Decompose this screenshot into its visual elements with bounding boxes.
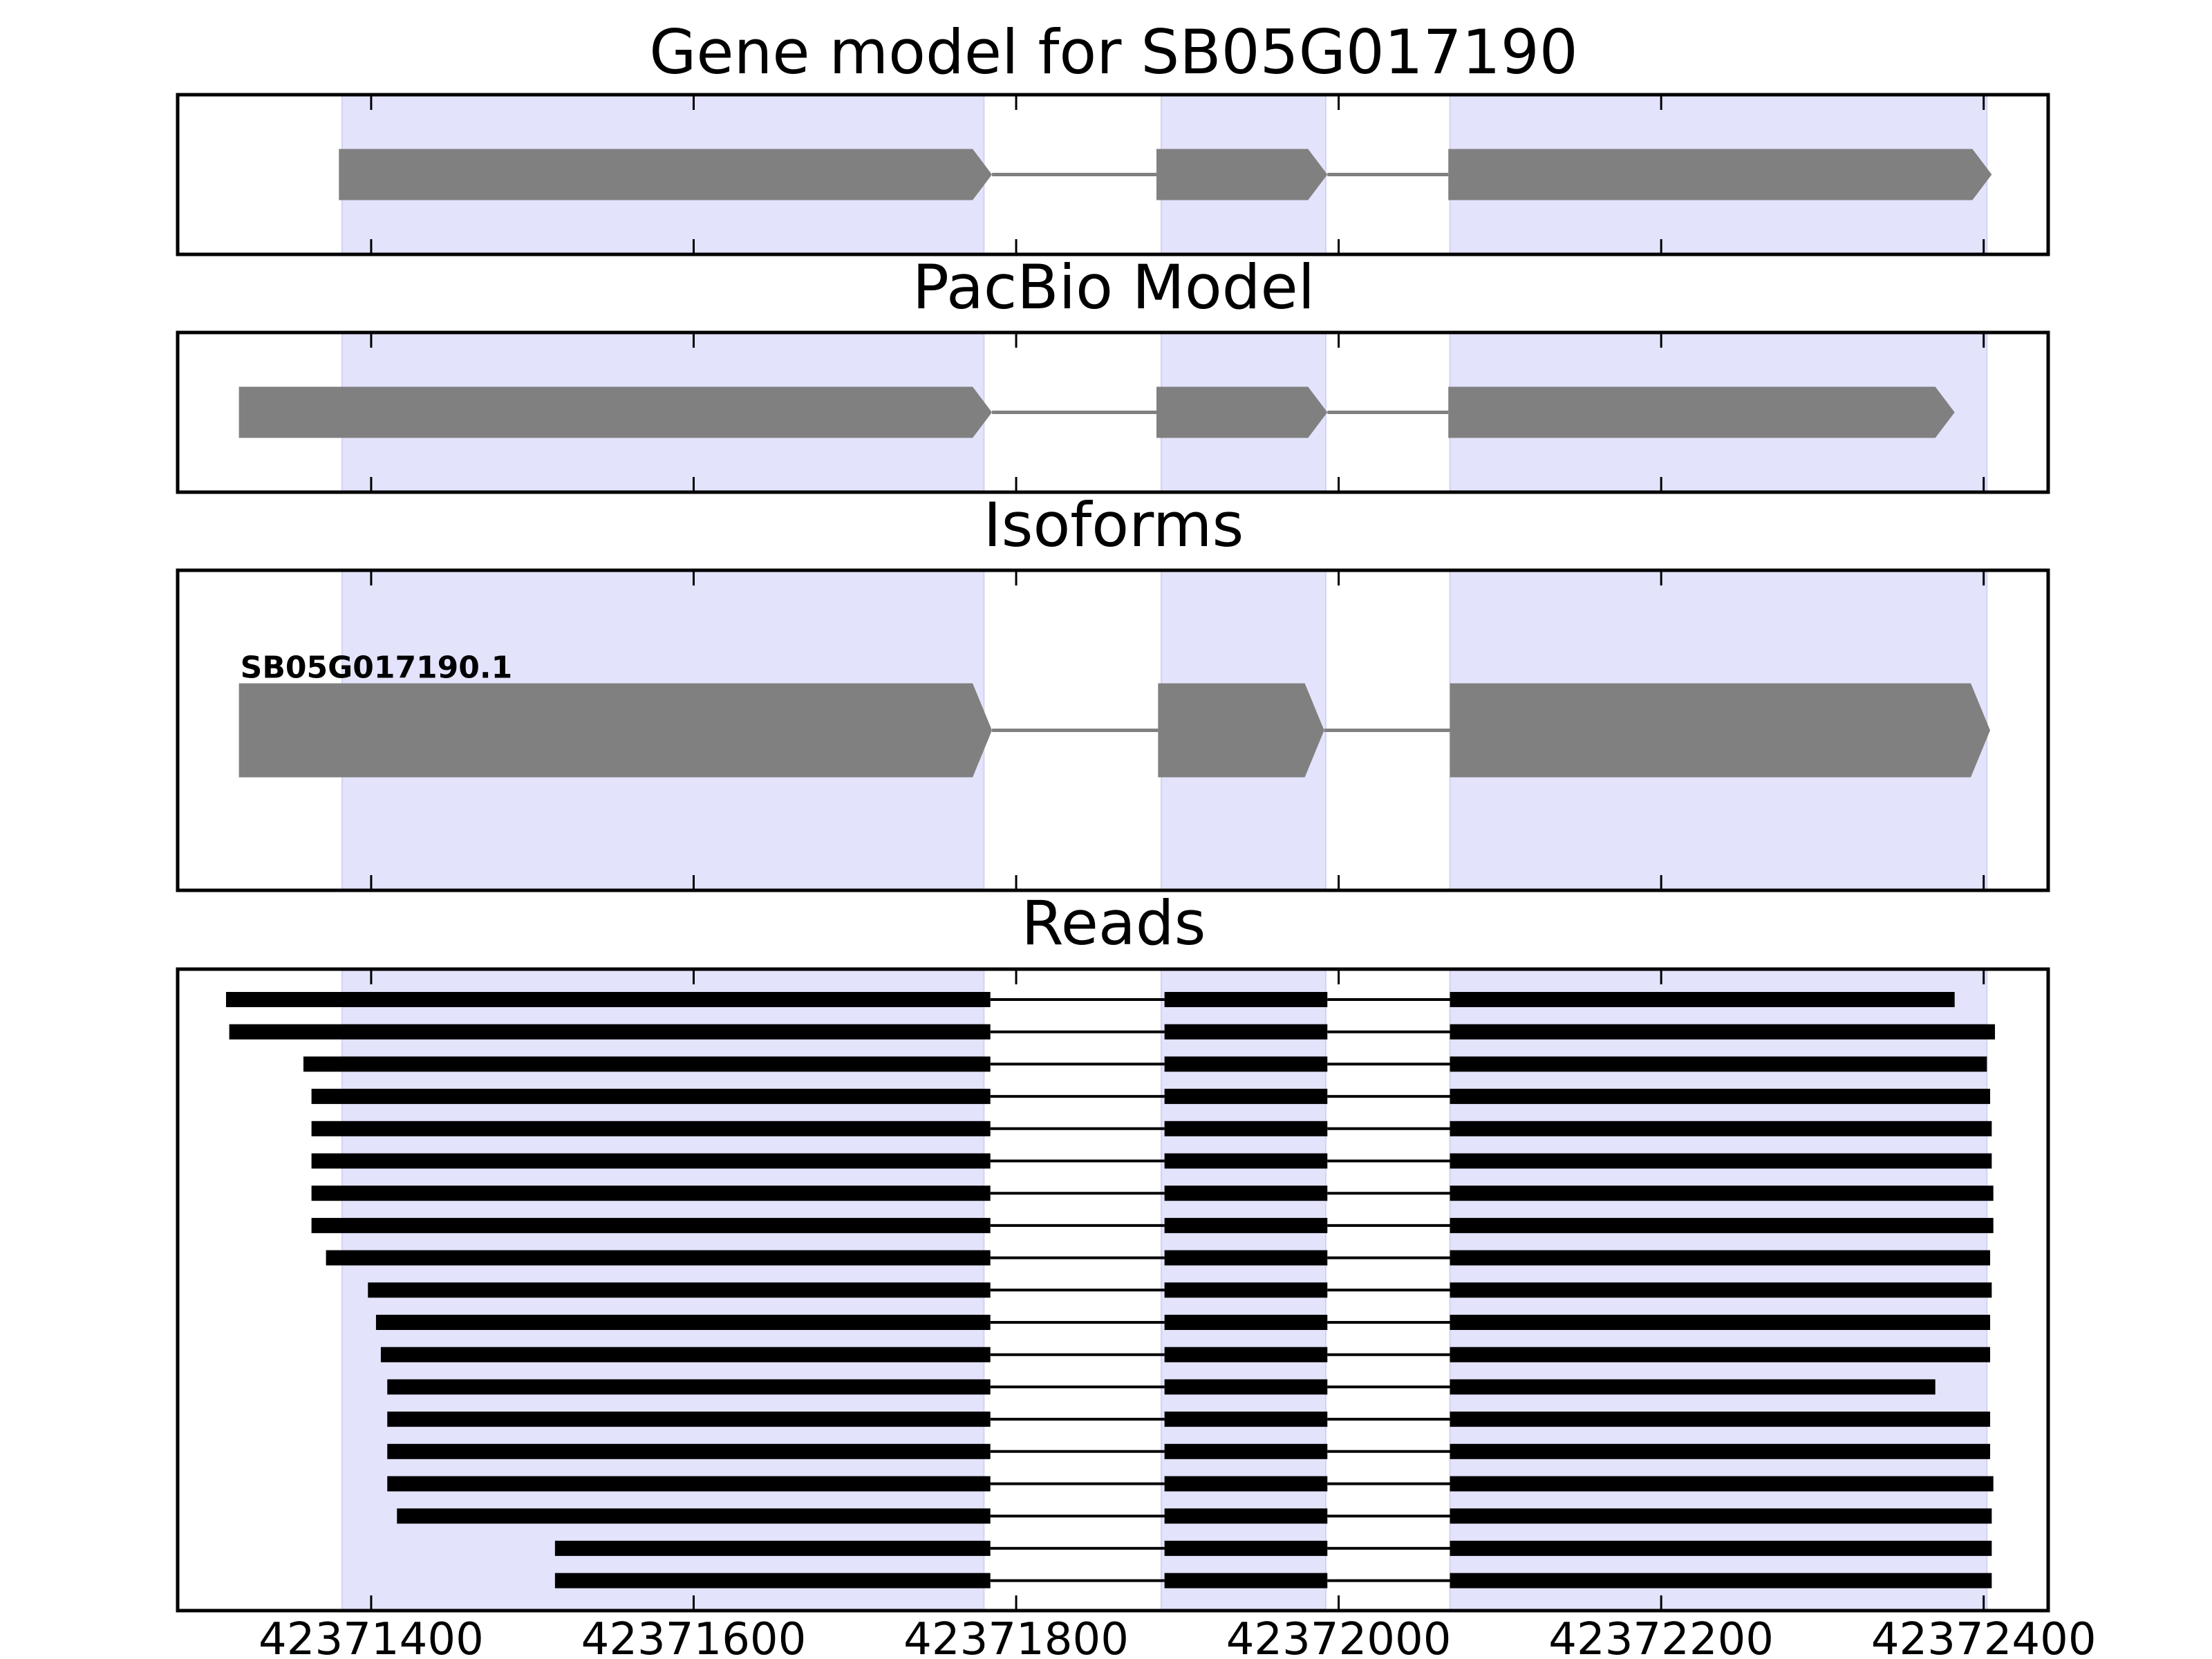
read-exon-bar [311, 1217, 991, 1233]
x-tick-label: 42372400 [1871, 1614, 2097, 1659]
read-exon-bar [1450, 1573, 1992, 1588]
read-exon-bar [554, 1573, 991, 1588]
read-exon-bar [311, 1121, 991, 1136]
read-exon-bar [1450, 1121, 1992, 1136]
exon-arrow [1450, 683, 1991, 778]
read-exon-bar [1164, 1185, 1328, 1201]
read-exon-bar [1450, 1315, 1991, 1330]
exon-arrow [1156, 386, 1328, 438]
panel-frame [176, 967, 2050, 1613]
exon-arrow [238, 683, 993, 778]
exon-arrow [1448, 149, 1992, 200]
read-exon-bar [1164, 1282, 1328, 1298]
exon-arrow [1158, 683, 1324, 778]
read-exon-bar [1164, 1540, 1328, 1556]
read-exon-bar [380, 1347, 991, 1362]
read-exon-bar [1450, 1185, 1994, 1201]
read-exon-bar [1450, 1379, 1936, 1395]
read-exon-bar [1164, 1056, 1328, 1072]
read-exon-bar [397, 1508, 991, 1524]
read-exon-bar [1164, 1217, 1328, 1233]
panel-frame [176, 93, 2050, 256]
read-exon-bar [311, 1089, 991, 1105]
read-exon-bar [311, 1185, 991, 1201]
read-exon-bar [1164, 1508, 1328, 1524]
read-exon-bar [1450, 1412, 1991, 1427]
read-exon-bar [303, 1056, 991, 1072]
x-tick-label: 42371800 [903, 1614, 1129, 1659]
read-exon-bar [1450, 1508, 1992, 1524]
read-exon-bar [1164, 1476, 1328, 1492]
read-exon-bar [1450, 1540, 1992, 1556]
read-exon-bar [1164, 1089, 1328, 1105]
read-exon-bar [1450, 1089, 1991, 1105]
isoforms-panel: Isoforms SB05G017190.1 [176, 489, 2050, 892]
read-exon-bar [1164, 1121, 1328, 1136]
read-exon-bar [225, 992, 991, 1007]
read-exon-bar [1164, 992, 1328, 1007]
read-exon-bar [1450, 1056, 1987, 1072]
read-exon-bar [387, 1443, 991, 1459]
x-axis: 42371400 42371600 42371800 42372000 4237… [259, 1614, 2097, 1659]
read-exon-bar [1164, 1250, 1328, 1266]
exon-arrow [339, 149, 993, 200]
read-exon-bar [1164, 1024, 1328, 1040]
read-exon-bar [1450, 1476, 1994, 1492]
read-exon-bar [1450, 1153, 1992, 1169]
read-exon-bar [1164, 1379, 1328, 1395]
pacbio-model-title: PacBio Model [912, 252, 1315, 323]
read-exon-bar [387, 1476, 991, 1492]
read-exon-bar [1450, 1443, 1991, 1459]
read-exon-bar [1164, 1412, 1328, 1427]
isoforms-title: Isoforms [984, 489, 1244, 561]
read-exon-bar [1164, 1573, 1328, 1588]
exon-arrow [238, 386, 993, 438]
read-exon-bar [311, 1153, 991, 1169]
gene-model-panel: Gene model for SB05G017190 [176, 17, 2050, 256]
panel-frame [176, 330, 2050, 494]
read-exon-bar [375, 1315, 991, 1330]
reads-panel: Reads [176, 888, 2050, 1613]
read-exon-bar [554, 1540, 991, 1556]
read-exon-bar [229, 1024, 991, 1040]
read-exon-bar [1450, 1024, 1996, 1040]
reads-title: Reads [1022, 888, 1206, 959]
read-exon-bar [1450, 1347, 1991, 1362]
read-exon-bar [326, 1250, 991, 1266]
gene-model-title: Gene model for SB05G017190 [649, 17, 1578, 88]
read-exon-bar [1164, 1443, 1328, 1459]
x-tick-label: 42371400 [259, 1614, 484, 1659]
read-exon-bar [1450, 1282, 1992, 1298]
x-tick-label: 42371600 [581, 1614, 807, 1659]
pacbio-model-panel: PacBio Model [176, 252, 2050, 494]
read-exon-bar [1450, 992, 1955, 1007]
read-exon-bar [1164, 1315, 1328, 1330]
read-exon-bar [387, 1379, 991, 1395]
x-tick-label: 42372000 [1226, 1614, 1452, 1659]
panel-frame [176, 568, 2050, 892]
read-exon-bar [1164, 1153, 1328, 1169]
read-exon-bar [1450, 1217, 1994, 1233]
isoform-label: SB05G017190.1 [241, 650, 513, 686]
exon-arrow [1448, 386, 1955, 438]
x-tick-label: 42372200 [1548, 1614, 1774, 1659]
read-exon-bar [1164, 1347, 1328, 1362]
read-exon-bar [368, 1282, 991, 1298]
read-exon-bar [387, 1412, 991, 1427]
exon-arrow [1156, 149, 1328, 200]
read-exon-bar [1450, 1250, 1991, 1266]
